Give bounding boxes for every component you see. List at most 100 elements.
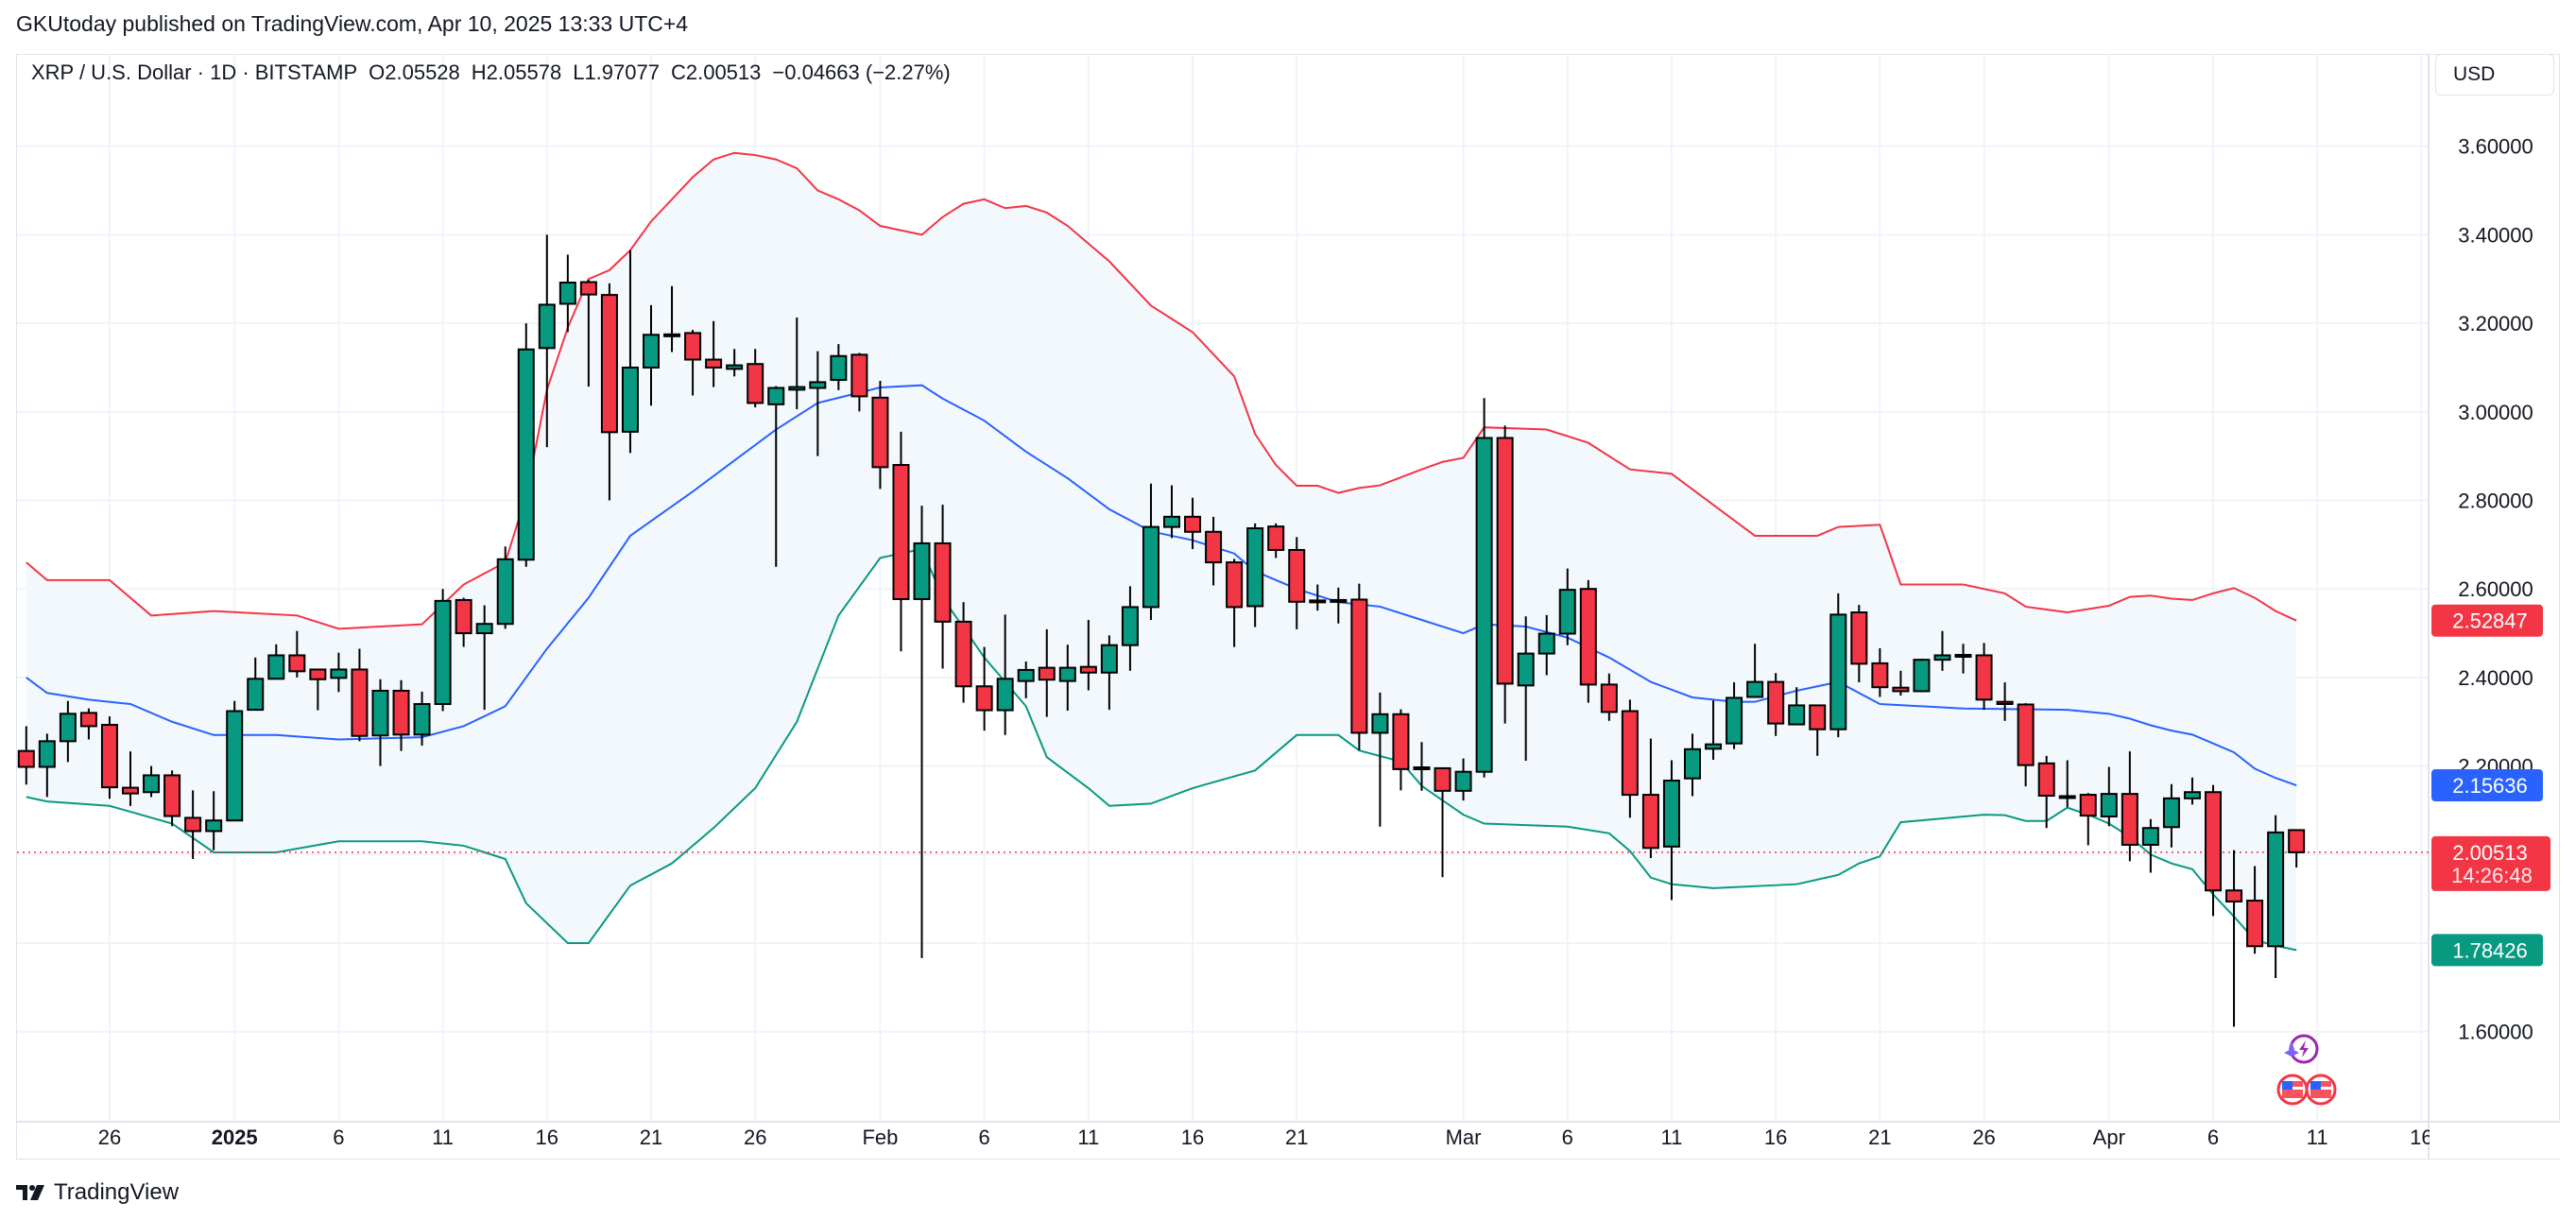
candle-body (1496, 437, 1514, 685)
candle (413, 691, 431, 747)
time-tick-label: 26 (1972, 1125, 1995, 1149)
candle-body (1558, 589, 1576, 635)
candle (1017, 662, 1035, 698)
candle (1871, 647, 1889, 697)
candle-body (79, 712, 97, 728)
candle-body (1954, 654, 1972, 659)
candle-body (100, 724, 118, 789)
candle (1684, 733, 1701, 797)
candle-body (2017, 703, 2035, 766)
candle (643, 304, 660, 406)
candle (1392, 709, 1410, 791)
time-tick-label: 2025 (212, 1125, 258, 1149)
candle-body (2183, 791, 2201, 799)
candle-body (496, 558, 514, 626)
candle (1537, 614, 1555, 676)
candle (1933, 630, 1951, 671)
candle (2288, 829, 2306, 868)
candle (455, 597, 472, 647)
us-flag-event-icon (2276, 1074, 2309, 1106)
candle (1726, 682, 1743, 749)
chart-frame (16, 54, 2560, 1160)
candle (143, 765, 161, 798)
candle (1705, 700, 1723, 761)
candle (1267, 523, 1285, 558)
bollinger-bands (26, 151, 2297, 952)
candle-body (1975, 654, 1993, 701)
candle-body (1829, 613, 1847, 730)
candle (351, 648, 369, 742)
candle-body (1517, 652, 1535, 687)
candle (2183, 777, 2201, 805)
candle (2079, 793, 2097, 846)
candle-body (475, 623, 493, 635)
candle-body (1892, 686, 1910, 693)
candle (558, 254, 576, 333)
candle-body (1537, 632, 1555, 655)
time-tick-label: 16 (1181, 1125, 1204, 1149)
lightning-event-icon (2284, 1034, 2319, 1064)
candle (1829, 593, 1847, 738)
candle (247, 657, 265, 712)
candle-body (1058, 666, 1076, 682)
candle-body (538, 303, 556, 350)
candle (705, 320, 723, 387)
candle-body (455, 598, 472, 635)
candle-body (17, 749, 35, 768)
candle (1246, 523, 1264, 627)
candle-body (1726, 696, 1743, 745)
candle-body (1309, 599, 1327, 604)
candle-body (954, 620, 972, 688)
price-tag-value: 2.15636 (2452, 774, 2528, 798)
candle (1184, 497, 1202, 550)
time-tick-label: 11 (2307, 1125, 2328, 1149)
candle-body (1662, 780, 1680, 848)
candle (1121, 586, 1139, 671)
candle-body (1621, 710, 1639, 797)
candle (267, 644, 285, 680)
candle-body (122, 786, 139, 795)
currency-button[interactable]: USD (2435, 54, 2554, 95)
candle-body (600, 294, 618, 434)
candle (392, 679, 410, 751)
candle (2162, 783, 2180, 848)
time-tick-label: 6 (333, 1125, 344, 1149)
candle (1892, 670, 1910, 696)
candle (184, 790, 202, 859)
candle-body (1371, 713, 1389, 734)
candles (17, 234, 2306, 1027)
legend-change: −0.04663 (−2.27%) (772, 60, 951, 84)
candle-body (2141, 827, 2159, 846)
price-tick-label: 3.40000 (2458, 223, 2533, 247)
candle (79, 708, 97, 740)
candle-body (663, 333, 681, 337)
candle (2246, 866, 2264, 954)
candle (2017, 703, 2035, 787)
candle-body (892, 464, 910, 600)
candle-body (184, 816, 202, 833)
candle-body (1288, 548, 1306, 603)
candle (496, 546, 514, 629)
candle (2141, 818, 2159, 873)
candle-body (1017, 668, 1035, 682)
sparkle-icon (2284, 1041, 2299, 1057)
candle (100, 716, 118, 799)
candle-body (330, 668, 348, 679)
candle-body (2121, 793, 2138, 846)
candle (996, 614, 1014, 735)
symbol-name[interactable]: XRP / U.S. Dollar · 1D · BITSTAMP (31, 60, 358, 84)
candle (1226, 558, 1244, 647)
time-tick-label: Mar (1446, 1125, 1482, 1149)
candle (309, 668, 327, 711)
candle-body (1788, 704, 1806, 726)
candle-body (643, 334, 660, 369)
candle-body (2288, 829, 2306, 853)
candle-body (1330, 598, 1348, 603)
candle (1454, 758, 1472, 801)
tradingview-logo[interactable]: TradingView (16, 1179, 179, 1206)
price-tick-label: 2.60000 (2458, 577, 2533, 601)
candle (975, 646, 993, 731)
candle-body (2246, 900, 2264, 948)
candle-body (684, 332, 702, 361)
